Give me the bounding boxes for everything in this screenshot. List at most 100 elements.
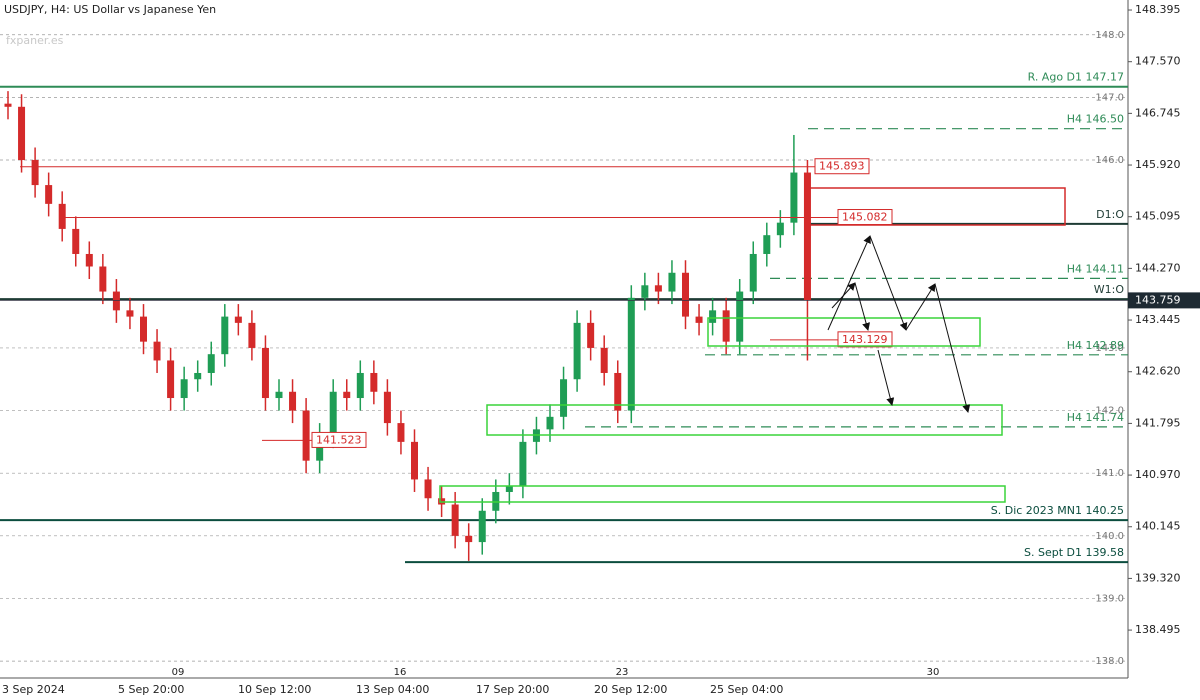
level-label: H4 146.50 bbox=[1067, 113, 1124, 126]
grid-label: 143.0 bbox=[1095, 343, 1124, 354]
plot: 148.0 147.0 146.0 143.0 142.0 141.0 140.0 139.0… bbox=[0, 3, 1181, 696]
candle-body bbox=[248, 322, 256, 348]
y-tick-label: 146.745 bbox=[1135, 106, 1181, 119]
marker-box bbox=[837, 331, 893, 348]
day-label: 16 bbox=[394, 667, 407, 678]
candle-body bbox=[546, 416, 554, 430]
candle-body bbox=[505, 485, 513, 492]
candle-body bbox=[790, 172, 798, 223]
candle-body bbox=[31, 160, 39, 186]
level-label: W1:O bbox=[1094, 283, 1125, 296]
candle-body bbox=[356, 372, 364, 399]
day-label: 30 bbox=[927, 667, 940, 678]
candle-body bbox=[180, 379, 188, 399]
level-label: H4 142.89 bbox=[1067, 339, 1124, 352]
x-tick-label: 17 Sep 20:00 bbox=[476, 683, 549, 696]
candle-body bbox=[803, 172, 811, 301]
candle-body bbox=[140, 316, 147, 342]
candle-body bbox=[451, 504, 459, 536]
candle-body bbox=[126, 310, 134, 317]
chart-title: USDJPY, H4: US Dollar vs Japanese Yen bbox=[4, 3, 216, 16]
candle-body bbox=[18, 106, 26, 161]
grid-label: 141.0 bbox=[1095, 468, 1124, 479]
candle-body bbox=[370, 372, 378, 392]
marker-label: 141.523 bbox=[316, 433, 362, 446]
candle-body bbox=[465, 535, 473, 543]
demand-zone bbox=[486, 404, 1003, 436]
candle-body bbox=[411, 441, 418, 480]
candle-body bbox=[695, 316, 703, 323]
candle-body bbox=[45, 185, 53, 204]
candle-body bbox=[153, 341, 161, 361]
candle-body bbox=[600, 347, 608, 373]
grid-label: 147.0 bbox=[1095, 92, 1124, 103]
y-tick-label: 139.320 bbox=[1135, 571, 1181, 584]
grid-label: 146.0 bbox=[1095, 155, 1124, 166]
grid-label: 142.0 bbox=[1095, 406, 1124, 417]
candle-body bbox=[560, 379, 568, 417]
marker-label: 145.893 bbox=[819, 160, 865, 173]
candle-body bbox=[654, 285, 662, 292]
candle-body bbox=[207, 354, 215, 373]
candle-body bbox=[234, 316, 242, 323]
candle-body bbox=[641, 285, 649, 298]
demand-zone bbox=[707, 317, 981, 347]
candle-body bbox=[99, 266, 107, 292]
candle-body bbox=[587, 322, 595, 348]
y-tick-label: 140.970 bbox=[1135, 468, 1181, 481]
day-label: 23 bbox=[616, 667, 629, 678]
y-tick-label: 140.145 bbox=[1135, 520, 1181, 533]
demand-zone bbox=[439, 485, 1006, 503]
candle-body bbox=[776, 222, 784, 236]
supply-zone bbox=[807, 187, 1066, 226]
x-tick-label: 5 Sep 20:00 bbox=[118, 683, 184, 696]
candle-body bbox=[58, 203, 66, 229]
candle-body bbox=[85, 253, 93, 267]
candle-body bbox=[709, 310, 717, 323]
candle-body bbox=[194, 372, 202, 380]
level-label: D1:O bbox=[1096, 208, 1124, 221]
candle-body bbox=[72, 228, 80, 254]
x-tick-label: 13 Sep 04:00 bbox=[356, 683, 429, 696]
grid-label: 140.0 bbox=[1095, 531, 1124, 542]
candle-body bbox=[722, 310, 730, 342]
marker-label: 143.129 bbox=[842, 333, 888, 346]
watermark: fxpaner.es bbox=[6, 34, 64, 47]
candle-body bbox=[261, 347, 269, 399]
candle-body bbox=[763, 235, 771, 254]
y-tick-label: 148.395 bbox=[1135, 3, 1181, 16]
y-tick-label: 142.620 bbox=[1135, 365, 1181, 378]
marker-box bbox=[814, 158, 870, 175]
candle-body bbox=[302, 410, 310, 461]
candle-body bbox=[316, 435, 324, 461]
grid-label: 139.0 bbox=[1095, 593, 1124, 604]
grid-label: 148.0 bbox=[1095, 30, 1124, 41]
level-label: R. Ago D1 147.17 bbox=[1028, 71, 1124, 84]
y-tick-label: 145.095 bbox=[1135, 210, 1181, 223]
candle-body bbox=[383, 391, 391, 424]
candle-body bbox=[478, 510, 486, 543]
x-tick-label: 25 Sep 04:00 bbox=[710, 683, 783, 696]
day-label: 09 bbox=[172, 667, 185, 678]
y-tick-label: 141.795 bbox=[1135, 416, 1181, 429]
level-label: H4 141.74 bbox=[1067, 411, 1124, 424]
candle-body bbox=[519, 441, 527, 486]
candle-body bbox=[736, 291, 744, 342]
level-label: S. Sept D1 139.58 bbox=[1024, 546, 1124, 559]
candle-body bbox=[343, 391, 351, 399]
current-price-box bbox=[1128, 292, 1200, 309]
y-tick-label: 147.570 bbox=[1135, 55, 1181, 68]
marker-box bbox=[311, 431, 367, 448]
candle-body bbox=[221, 316, 229, 355]
candle-body bbox=[614, 372, 622, 411]
y-tick-label: 144.270 bbox=[1135, 261, 1181, 274]
candle-body bbox=[329, 391, 337, 436]
grid-label: 138.0 bbox=[1095, 656, 1124, 667]
y-tick-label: 138.495 bbox=[1135, 623, 1181, 636]
candle-body bbox=[573, 322, 581, 380]
y-tick-label: 145.920 bbox=[1135, 158, 1181, 171]
level-label: S. Dic 2023 MN1 140.25 bbox=[991, 504, 1124, 517]
candle-body bbox=[4, 103, 12, 107]
